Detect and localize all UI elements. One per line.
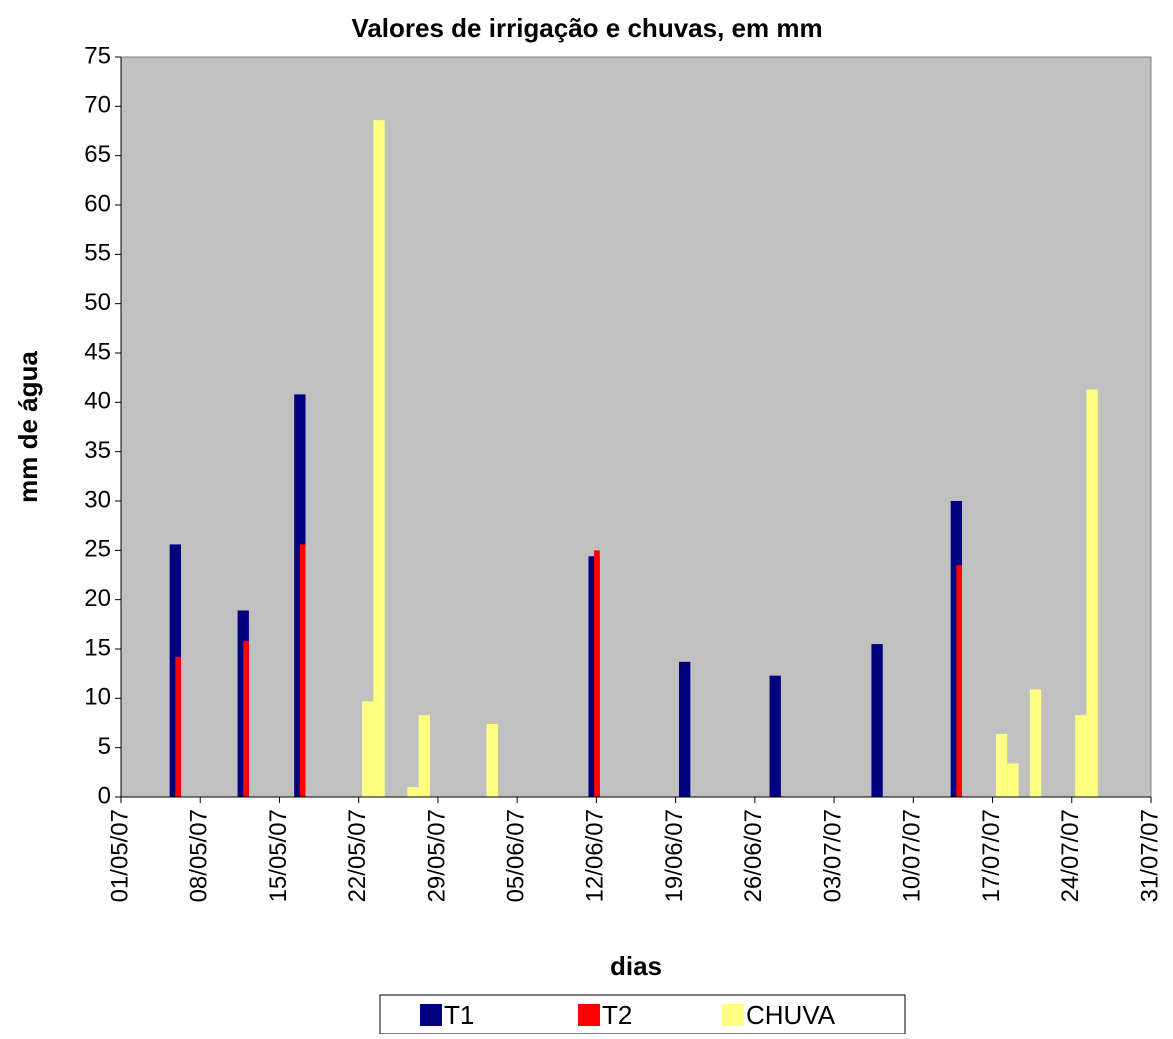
y-tick-label: 65 [84, 141, 111, 168]
legend-label: T1 [444, 1000, 474, 1030]
bar [299, 544, 306, 797]
y-tick-label: 75 [84, 42, 111, 69]
legend-label: CHUVA [746, 1000, 836, 1030]
x-tick-label: 03/07/07 [819, 809, 846, 902]
bar [871, 644, 883, 797]
plot-area [120, 56, 1152, 798]
y-tick-label: 10 [84, 684, 111, 711]
legend-label: T2 [602, 1000, 632, 1030]
bar [769, 675, 781, 797]
legend [379, 994, 906, 1035]
y-tick-label: 5 [98, 733, 111, 760]
bar [679, 661, 691, 797]
x-tick-label: 22/05/07 [344, 809, 371, 902]
y-tick-label: 55 [84, 240, 111, 267]
x-axis-label: dias [610, 951, 662, 981]
y-tick-label: 60 [84, 190, 111, 217]
x-tick-label: 17/07/07 [978, 809, 1005, 902]
x-tick-label: 24/07/07 [1057, 809, 1084, 902]
y-tick-label: 30 [84, 486, 111, 513]
bar [1007, 763, 1019, 797]
bar [407, 787, 419, 797]
y-tick-label: 0 [98, 782, 111, 809]
bar [594, 550, 600, 797]
x-tick-label: 26/06/07 [740, 809, 767, 902]
legend-swatch [578, 1004, 600, 1026]
bar [373, 120, 385, 797]
x-tick-label: 12/06/07 [582, 809, 609, 902]
bar [995, 733, 1008, 797]
bar [1075, 715, 1087, 797]
y-tick-label: 20 [84, 585, 111, 612]
x-tick-label: 08/05/07 [186, 809, 213, 902]
y-axis-label: mm de água [13, 351, 43, 503]
legend-swatch [420, 1004, 442, 1026]
x-tick-label: 05/06/07 [502, 809, 529, 902]
x-tick-label: 31/07/07 [1136, 809, 1163, 902]
bar [418, 715, 430, 797]
bar [243, 641, 249, 797]
y-tick-label: 40 [84, 388, 111, 415]
bar [486, 723, 498, 797]
bar [362, 701, 374, 797]
bar [956, 565, 962, 797]
y-tick-label: 15 [84, 634, 111, 661]
x-tick-label: 19/06/07 [661, 809, 688, 902]
legend-swatch [722, 1004, 744, 1026]
y-tick-label: 35 [84, 437, 111, 464]
bar [1029, 689, 1042, 797]
y-tick-label: 50 [84, 289, 111, 316]
x-tick-label: 10/07/07 [899, 809, 926, 902]
x-tick-label: 29/05/07 [423, 809, 450, 902]
y-tick-label: 25 [84, 536, 111, 563]
y-tick-label: 70 [84, 92, 111, 119]
bar [175, 656, 181, 797]
bar [1086, 389, 1098, 797]
x-tick-label: 01/05/07 [106, 809, 133, 902]
y-tick-label: 45 [84, 338, 111, 365]
chart-title: Valores de irrigação e chuvas, em mm [351, 13, 822, 43]
bar [294, 394, 306, 797]
x-tick-label: 15/05/07 [265, 809, 292, 902]
